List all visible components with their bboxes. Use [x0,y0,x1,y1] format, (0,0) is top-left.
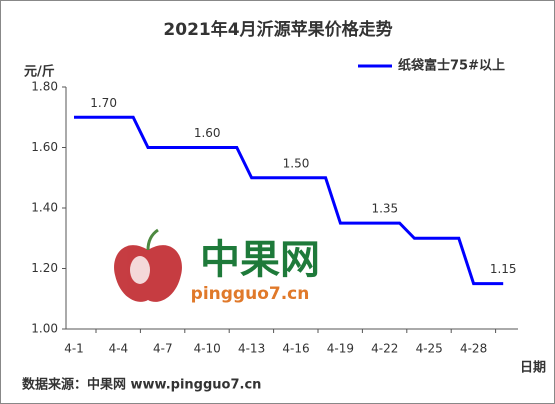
value-label: 1.15 [490,262,517,276]
x-tick-label: 4-7 [153,342,173,356]
watermark-url: pingguo7.cn [191,284,310,304]
chart-title: 2021年4月沂源苹果价格走势 [163,19,392,40]
source: 数据来源：中果网 www.pingguo7.cn [22,377,261,393]
watermark: 中果网 [200,237,320,283]
y-tick-label: 1.20 [31,261,58,275]
x-tick-label: 4-19 [327,342,354,356]
x-tick-label: 4-4 [109,342,129,356]
x-label: 日期 [520,361,546,376]
y-tick-label: 1.40 [31,201,58,215]
x-tick-label: 4-22 [371,342,398,356]
x-tick-label: 4-13 [238,342,265,356]
y-unit: 元/斤 [24,64,55,80]
line [74,115,504,286]
value-label: 1.50 [283,156,310,170]
legend-label: 纸袋富士75#以上 [398,58,505,74]
x-tick-label: 4-16 [282,342,309,356]
y-tick-label: 1.00 [31,322,58,336]
value-label: 1.35 [371,202,398,216]
x-tick-label: 4-1 [64,342,84,356]
watermark-logo [114,228,182,302]
value-label: 1.70 [90,96,117,110]
y-tick-label: 1.80 [31,80,58,94]
x-tick-label: 4-25 [416,342,443,356]
x-tick-label: 4-10 [194,342,221,356]
y-tick-label: 1.60 [31,140,58,154]
x-tick-label: 4-28 [460,342,487,356]
value-label: 1.60 [194,126,221,140]
